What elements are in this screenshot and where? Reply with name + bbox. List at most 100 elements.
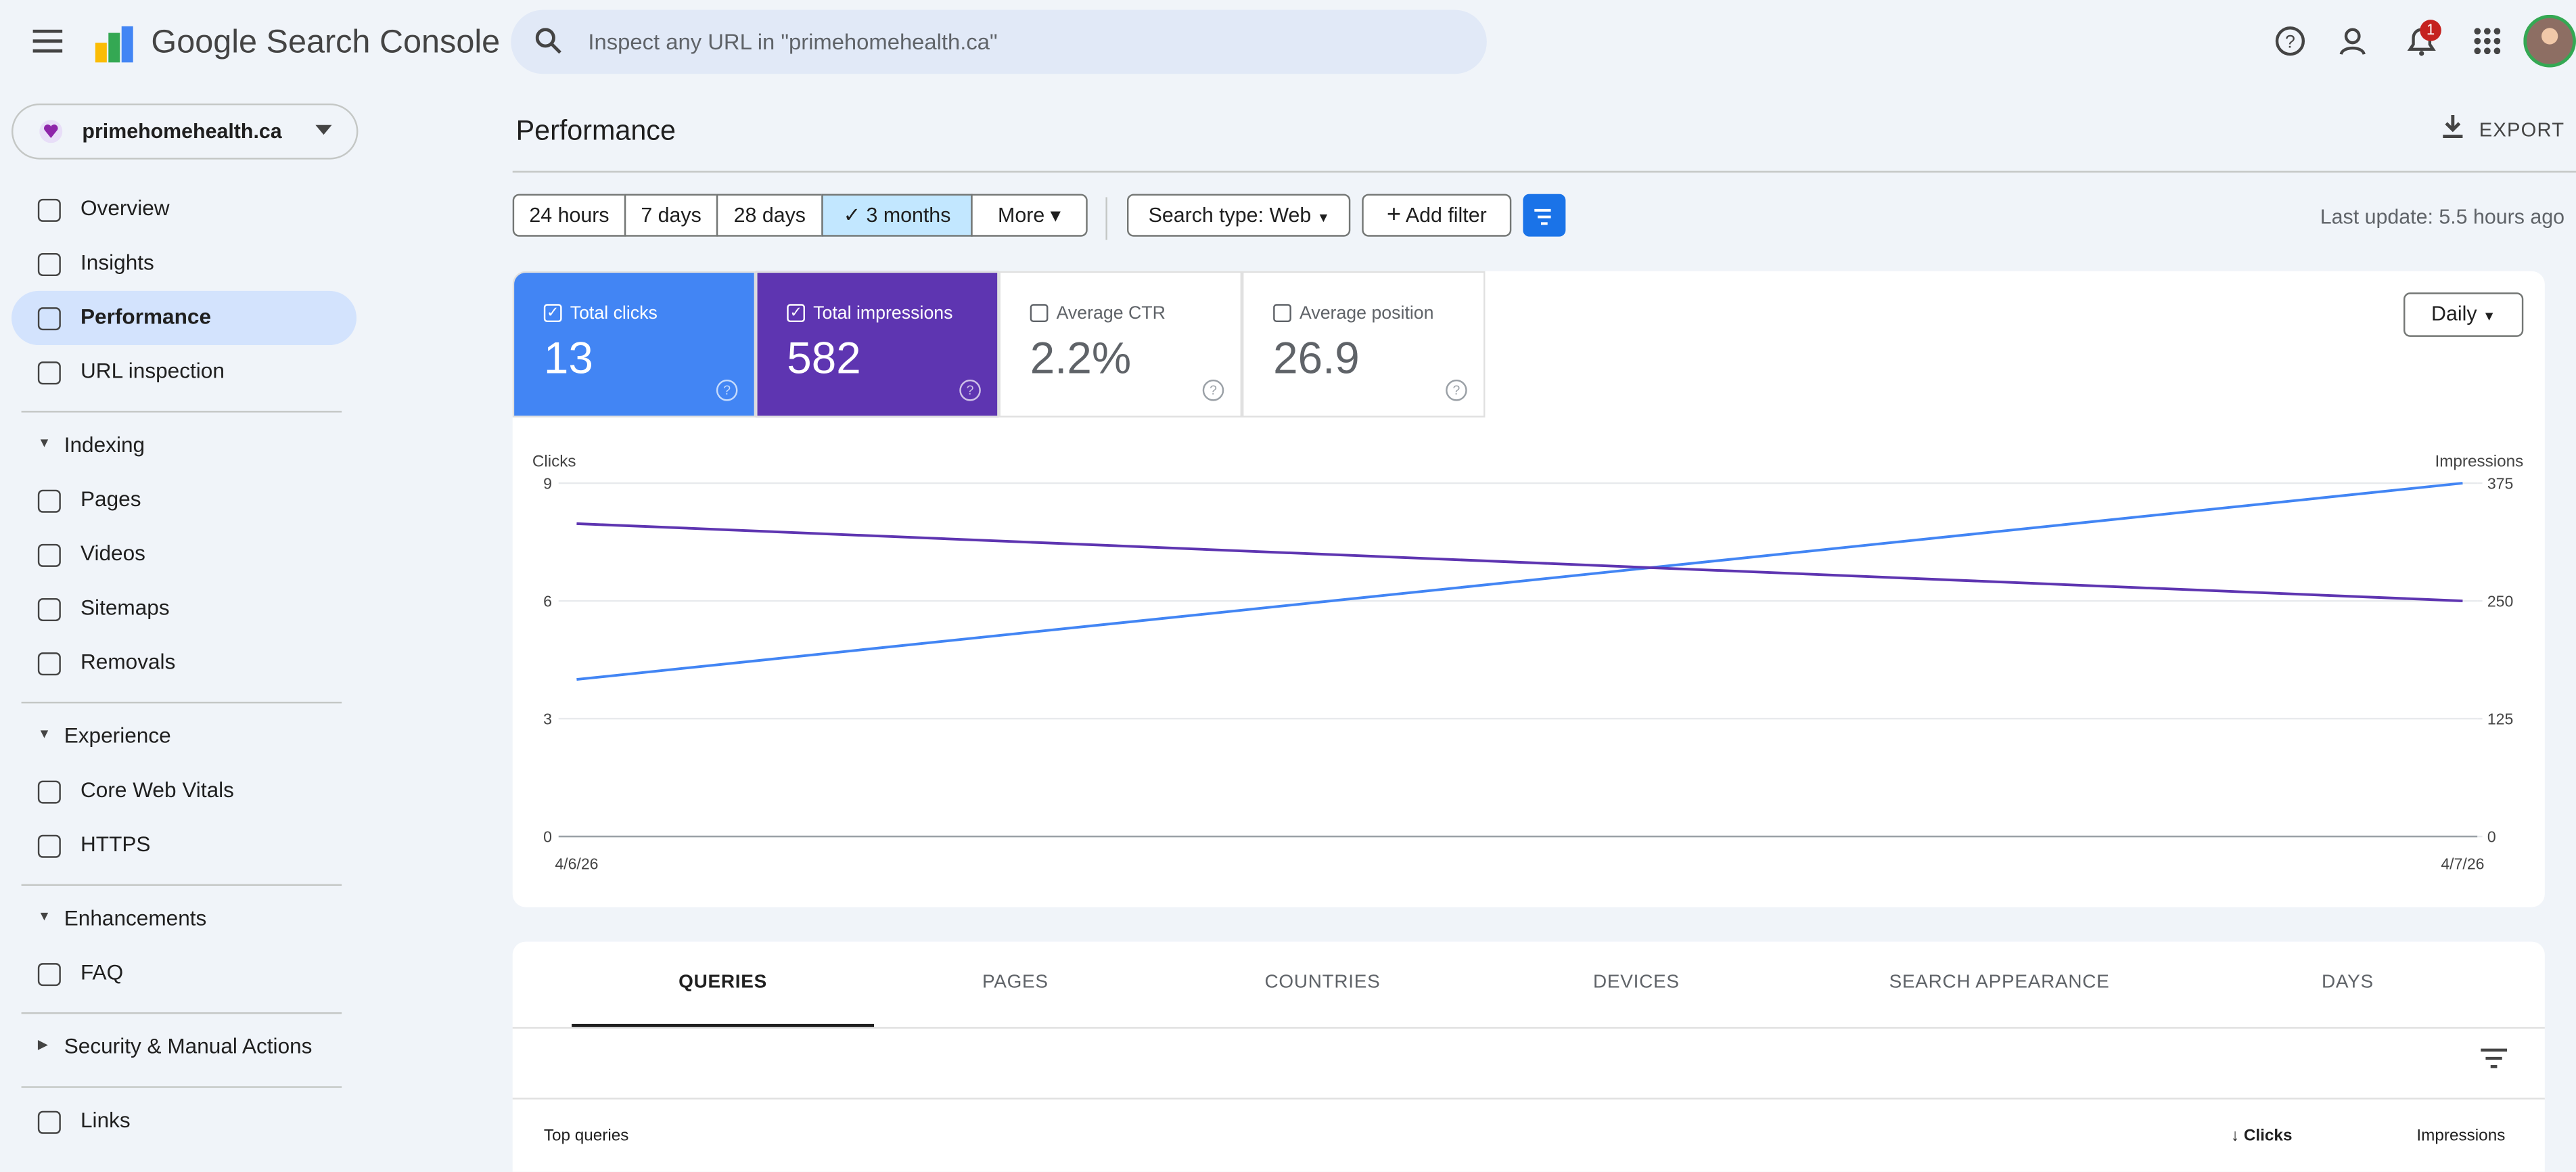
x-tick-label: 4/7/26 [2441, 855, 2484, 873]
divider [512, 1027, 2545, 1029]
export-button[interactable]: EXPORT [2479, 118, 2565, 141]
avatar[interactable] [2523, 14, 2576, 68]
divider [21, 1086, 342, 1088]
date-range-label: 3 months [866, 204, 951, 227]
nav-item[interactable]: Insights [80, 250, 154, 275]
metric-value: 26.9 [1273, 333, 1360, 383]
date-range-button[interactable]: More ▾ [971, 194, 1088, 237]
table-title: Top queries [543, 1127, 629, 1146]
y2-axis-label: Impressions [2435, 453, 2523, 471]
menu-icon[interactable] [32, 29, 63, 53]
column-header[interactable]: ↓ Clicks [2230, 1127, 2293, 1146]
section-title[interactable]: Experience [64, 723, 171, 748]
divider [21, 701, 342, 704]
divider [21, 1012, 342, 1014]
date-range-button[interactable]: ✓ 3 months [821, 194, 973, 237]
series-line [576, 522, 2463, 602]
search-type-button[interactable]: Search type: Web ▼ [1126, 194, 1351, 237]
metric-checkbox[interactable]: ✓ [543, 304, 562, 322]
search-placeholder: Inspect any URL in "primehomehealth.ca" [588, 29, 998, 55]
y-axis-label: Clicks [532, 453, 576, 471]
date-range-button[interactable]: 28 days [716, 194, 823, 237]
metric-card[interactable] [756, 271, 999, 418]
nav-item[interactable]: HTTPS [80, 831, 151, 857]
nav-item[interactable]: Overview [80, 195, 170, 221]
compare-button[interactable] [1523, 194, 1566, 237]
tab[interactable]: DAYS [2321, 972, 2374, 993]
column-header[interactable]: Impressions [2416, 1127, 2506, 1146]
apps-icon[interactable] [2474, 28, 2501, 55]
nav-icon [37, 834, 61, 858]
property-icon [39, 120, 63, 143]
nav-item[interactable]: Removals [80, 649, 176, 674]
nav-item[interactable]: Links [80, 1107, 131, 1133]
export-icon[interactable] [2441, 114, 2464, 139]
help-icon[interactable]: ? [1202, 379, 1224, 401]
help-icon[interactable]: ? [2274, 24, 2307, 58]
metric-checkbox[interactable]: ✓ [787, 304, 805, 322]
search-box[interactable] [511, 9, 1487, 74]
property-name: primehomehealth.ca [82, 120, 282, 143]
nav-item[interactable]: Videos [80, 540, 145, 566]
metric-card[interactable] [512, 271, 756, 418]
nav-icon [37, 652, 61, 676]
help-icon[interactable]: ? [1446, 379, 1467, 401]
nav-item[interactable]: URL inspection [80, 358, 225, 383]
y-tick-label: 3 [543, 711, 552, 728]
add-filter-button[interactable]: + Add filter [1362, 194, 1512, 237]
metric-card[interactable] [998, 271, 1242, 418]
nav-item[interactable]: Pages [80, 486, 141, 512]
search-type-label: Search type: Web [1148, 204, 1312, 227]
product-name: Google Search Console [151, 24, 501, 61]
metric-label: Average CTR [1056, 304, 1166, 324]
y2-tick-label: 0 [2487, 828, 2496, 846]
section-arrow: ▶ [37, 1037, 48, 1052]
section-arrow: ▼ [37, 908, 51, 924]
help-icon[interactable]: ? [716, 379, 738, 401]
svg-text:?: ? [2285, 31, 2295, 51]
metric-checkbox[interactable] [1273, 304, 1291, 322]
nav-icon [37, 252, 61, 276]
settings-icon[interactable] [2339, 24, 2372, 58]
date-range-button[interactable]: 7 days [624, 194, 718, 237]
tab[interactable]: QUERIES [678, 972, 767, 993]
divider [1105, 197, 1107, 240]
help-icon[interactable]: ? [959, 379, 981, 401]
nav-icon [37, 1110, 61, 1134]
filter-rows-icon[interactable] [2481, 1048, 2507, 1068]
metric-value: 2.2% [1030, 333, 1132, 383]
series-line [576, 482, 2463, 681]
tab[interactable]: COUNTRIES [1264, 972, 1381, 993]
search-icon [535, 28, 561, 54]
metric-value: 582 [787, 333, 861, 383]
nav-icon [37, 543, 61, 567]
section-title[interactable]: Enhancements [64, 905, 207, 930]
nav-item[interactable]: Performance [80, 304, 212, 329]
divider [21, 411, 342, 413]
section-title[interactable]: Security & Manual Actions [64, 1033, 313, 1058]
metric-card[interactable] [1241, 271, 1486, 418]
dropdown-arrow [315, 125, 332, 135]
section-title[interactable]: Indexing [64, 432, 145, 457]
tab[interactable]: SEARCH APPEARANCE [1889, 972, 2110, 993]
metric-label: Average position [1299, 304, 1434, 324]
tab[interactable]: PAGES [982, 972, 1049, 993]
nav-icon [37, 598, 61, 621]
metric-checkbox[interactable] [1030, 304, 1049, 322]
tab[interactable]: DEVICES [1592, 972, 1680, 993]
nav-icon [37, 780, 61, 804]
metric-label: Total impressions [813, 304, 953, 324]
date-range-button[interactable]: 24 hours [512, 194, 626, 237]
granularity-button[interactable]: Daily ▼ [2403, 292, 2524, 337]
nav-item[interactable]: Sitemaps [80, 595, 170, 620]
chart: Clicks Impressions 0 3 6 9 0 125 250 375 4/6/26 4/7… [532, 453, 2523, 873]
divider [512, 1098, 2545, 1100]
property-selector[interactable] [11, 103, 359, 160]
section-arrow: ▼ [37, 435, 51, 451]
date-range-label: 24 hours [529, 204, 610, 227]
metric-label: Total clicks [570, 304, 658, 324]
nav-item[interactable]: FAQ [80, 960, 124, 985]
nav-item[interactable]: Core Web Vitals [80, 777, 234, 803]
